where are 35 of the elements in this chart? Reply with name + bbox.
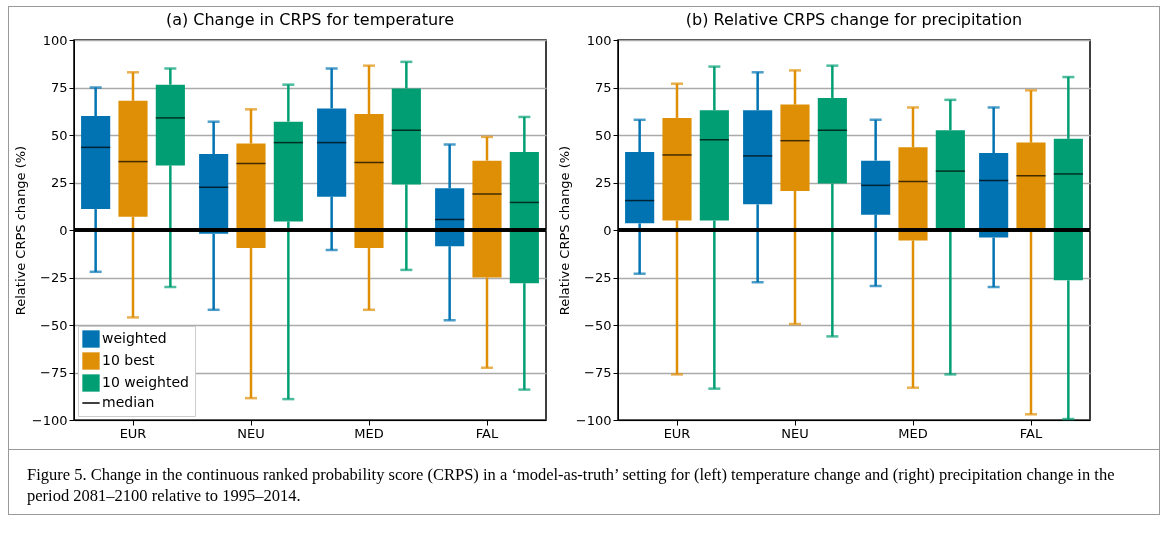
annotation: median <box>102 394 155 410</box>
y-tick-label: 75 <box>594 80 612 95</box>
y-tick-label: 0 <box>603 222 612 238</box>
x-tick-label: FAL <box>1019 425 1043 441</box>
caption: Figure 5. Change in the continuous ranked probability score (CRPS) in a ‘model-as-truth’ setting for (left) temperature change and (right) precipitation change in the period 2081–2100 relative to 1995–2014. <box>27 464 1116 506</box>
y-axis-title: Relative CRPS change (%) <box>12 145 28 316</box>
y-tick-label: 100 <box>586 32 612 48</box>
y-tick-label: 75 <box>50 80 68 95</box>
x-tick-label: EUR <box>119 425 147 441</box>
x-tick-label: MED <box>898 425 928 441</box>
y-tick-label: −75 <box>40 365 68 380</box>
y-tick-label: 25 <box>50 175 68 190</box>
y-tick-label: 100 <box>42 32 68 48</box>
y-tick-label: 50 <box>50 127 68 143</box>
y-tick-label: 50 <box>594 127 612 143</box>
x-tick-label: FAL <box>475 425 499 441</box>
y-tick-label: −50 <box>40 317 68 333</box>
y-tick-label: −100 <box>575 412 612 428</box>
x-tick-label: NEU <box>781 425 809 441</box>
legend-label: 10 weighted <box>102 374 189 390</box>
y-tick-label: −100 <box>31 412 68 428</box>
x-tick-label: MED <box>354 425 384 441</box>
x-tick-label: EUR <box>663 425 691 441</box>
x-tick-label: NEU <box>237 425 265 441</box>
chart-title: (a) Change in CRPS for temperature <box>165 10 455 29</box>
legend-label: weighted <box>102 330 167 346</box>
y-axis-title: Relative CRPS change (%) <box>556 145 572 316</box>
y-tick-label: −75 <box>584 365 612 380</box>
y-tick-label: −25 <box>40 270 68 285</box>
chart-title: (b) Relative CRPS change for precipitation <box>685 10 1023 29</box>
y-tick-label: −50 <box>584 317 612 333</box>
legend-label: 10 best <box>102 352 156 368</box>
y-tick-label: 0 <box>59 222 68 238</box>
y-tick-label: 25 <box>594 175 612 190</box>
y-tick-label: −25 <box>584 270 612 285</box>
